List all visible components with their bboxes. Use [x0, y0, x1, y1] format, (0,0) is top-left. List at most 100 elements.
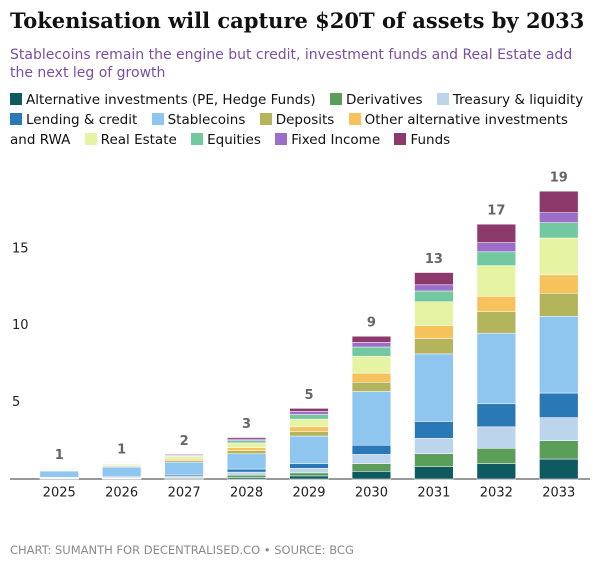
bar-segment — [476, 332, 516, 405]
legend-label: Other alternative investments and RWA — [10, 112, 568, 148]
bar-segment — [414, 272, 454, 286]
bar-segment — [164, 461, 204, 475]
bar-segment — [289, 435, 329, 464]
legend-item: Equities — [191, 132, 261, 148]
bar-segment — [414, 338, 454, 355]
bar-segment — [539, 316, 579, 394]
legend: Alternative investments (PE, Hedge Funds… — [10, 90, 595, 150]
bar-segment — [414, 290, 454, 302]
x-tick-label: 2027 — [168, 486, 201, 501]
bar-segment — [351, 471, 392, 480]
legend-swatch — [10, 93, 22, 105]
bar-segment — [226, 442, 267, 448]
legend-label: Fixed Income — [291, 132, 381, 148]
bar-segment — [539, 392, 579, 418]
bar-segment — [289, 411, 329, 415]
total-label: 17 — [487, 204, 505, 219]
bar-segment — [226, 468, 267, 473]
total-label: 9 — [367, 316, 376, 331]
legend-item: Derivatives — [329, 92, 423, 108]
bar-segment — [351, 355, 392, 374]
bar-segment — [539, 274, 579, 294]
bar-segment — [476, 448, 516, 464]
bar-segment — [289, 472, 329, 477]
bar-segment — [539, 222, 579, 239]
legend-label: Treasury & liquidity — [452, 92, 584, 108]
bar-segment — [539, 190, 579, 213]
bar-segment — [414, 284, 454, 292]
bar-segment — [164, 456, 204, 460]
chart-subtitle: Stablecoins remain the engine but credit… — [10, 47, 573, 81]
x-tick-label: 2030 — [355, 486, 388, 501]
bar-segment — [226, 471, 267, 476]
legend-item: Other alternative investments and RWA — [10, 112, 568, 148]
legend-label: Derivatives — [345, 92, 423, 108]
legend-swatch — [436, 93, 449, 105]
x-tick-label: 2029 — [292, 486, 325, 501]
bar-segment — [289, 418, 329, 428]
bar-segment — [226, 440, 267, 444]
bar-segment — [289, 426, 329, 432]
bar-segment — [351, 346, 392, 357]
total-label: 19 — [550, 171, 568, 186]
bar-segment — [289, 468, 329, 474]
legend-swatch — [329, 93, 342, 105]
legend-item: Real Estate — [84, 132, 177, 148]
bar-segment — [289, 475, 329, 480]
bar-segment — [102, 466, 142, 477]
bar-segment — [226, 453, 267, 470]
bar-segment — [351, 463, 392, 472]
legend-label: Equities — [207, 132, 261, 148]
total-label: 1 — [117, 442, 126, 457]
legend-swatch — [348, 113, 361, 125]
y-tick-label: 15 — [12, 241, 29, 256]
total-label: 3 — [242, 417, 251, 432]
source-note: CHART: SUMANTH FOR DECENTRALISED.CO • SO… — [10, 543, 354, 557]
x-tick-label: 2033 — [542, 486, 575, 501]
legend-label: Real Estate — [100, 132, 177, 148]
bar-segment — [476, 242, 516, 253]
legend-item: Funds — [394, 132, 450, 148]
bar-segment — [414, 421, 454, 439]
bar-segment — [476, 426, 516, 449]
bar-segment — [164, 454, 204, 456]
x-tick-label: 2031 — [417, 486, 450, 501]
legend-swatch — [151, 113, 164, 125]
legend-swatch — [394, 133, 407, 145]
chart-title: Tokenisation will capture $20T of assets… — [10, 8, 585, 33]
legend-label: Lending & credit — [26, 112, 138, 128]
bar-segment — [539, 458, 579, 480]
bar-segment — [476, 265, 516, 297]
bar-segment — [414, 353, 454, 422]
legend-item: Stablecoins — [151, 112, 245, 128]
bar-segment — [414, 466, 454, 480]
legend-item: Deposits — [259, 112, 335, 128]
x-tick-label: 2025 — [43, 486, 76, 501]
bar-segment — [289, 431, 329, 437]
total-label: 2 — [180, 434, 189, 449]
bar-segment — [476, 251, 516, 266]
bar-segment — [289, 414, 329, 420]
bar-segment — [351, 335, 392, 343]
bar-segment — [414, 301, 454, 326]
bar-segment — [539, 237, 579, 276]
bar-segment — [476, 223, 516, 243]
legend-swatch — [275, 133, 288, 145]
bar-segment — [539, 440, 579, 460]
legend-item: Treasury & liquidity — [436, 92, 584, 108]
legend-swatch — [10, 113, 22, 125]
legend-swatch — [259, 113, 272, 125]
legend-label: Deposits — [275, 112, 335, 128]
x-tick-label: 2026 — [105, 486, 138, 501]
x-tick-label: 2028 — [230, 486, 263, 501]
bar-segment — [414, 453, 454, 467]
legend-item: Alternative investments (PE, Hedge Funds… — [10, 92, 316, 108]
bar-segment — [351, 391, 392, 446]
bar-segment — [476, 463, 516, 480]
bar-segment — [226, 450, 267, 454]
bar-segment — [539, 417, 579, 441]
bar-segment — [351, 444, 392, 455]
bar-segment — [39, 470, 79, 478]
